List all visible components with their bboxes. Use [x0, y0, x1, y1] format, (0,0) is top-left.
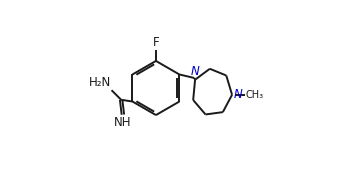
Text: N: N	[191, 65, 200, 78]
Text: F: F	[153, 36, 159, 49]
Text: CH₃: CH₃	[246, 90, 264, 100]
Text: NH: NH	[114, 116, 132, 129]
Text: H₂N: H₂N	[88, 76, 111, 89]
Text: N: N	[233, 88, 242, 101]
